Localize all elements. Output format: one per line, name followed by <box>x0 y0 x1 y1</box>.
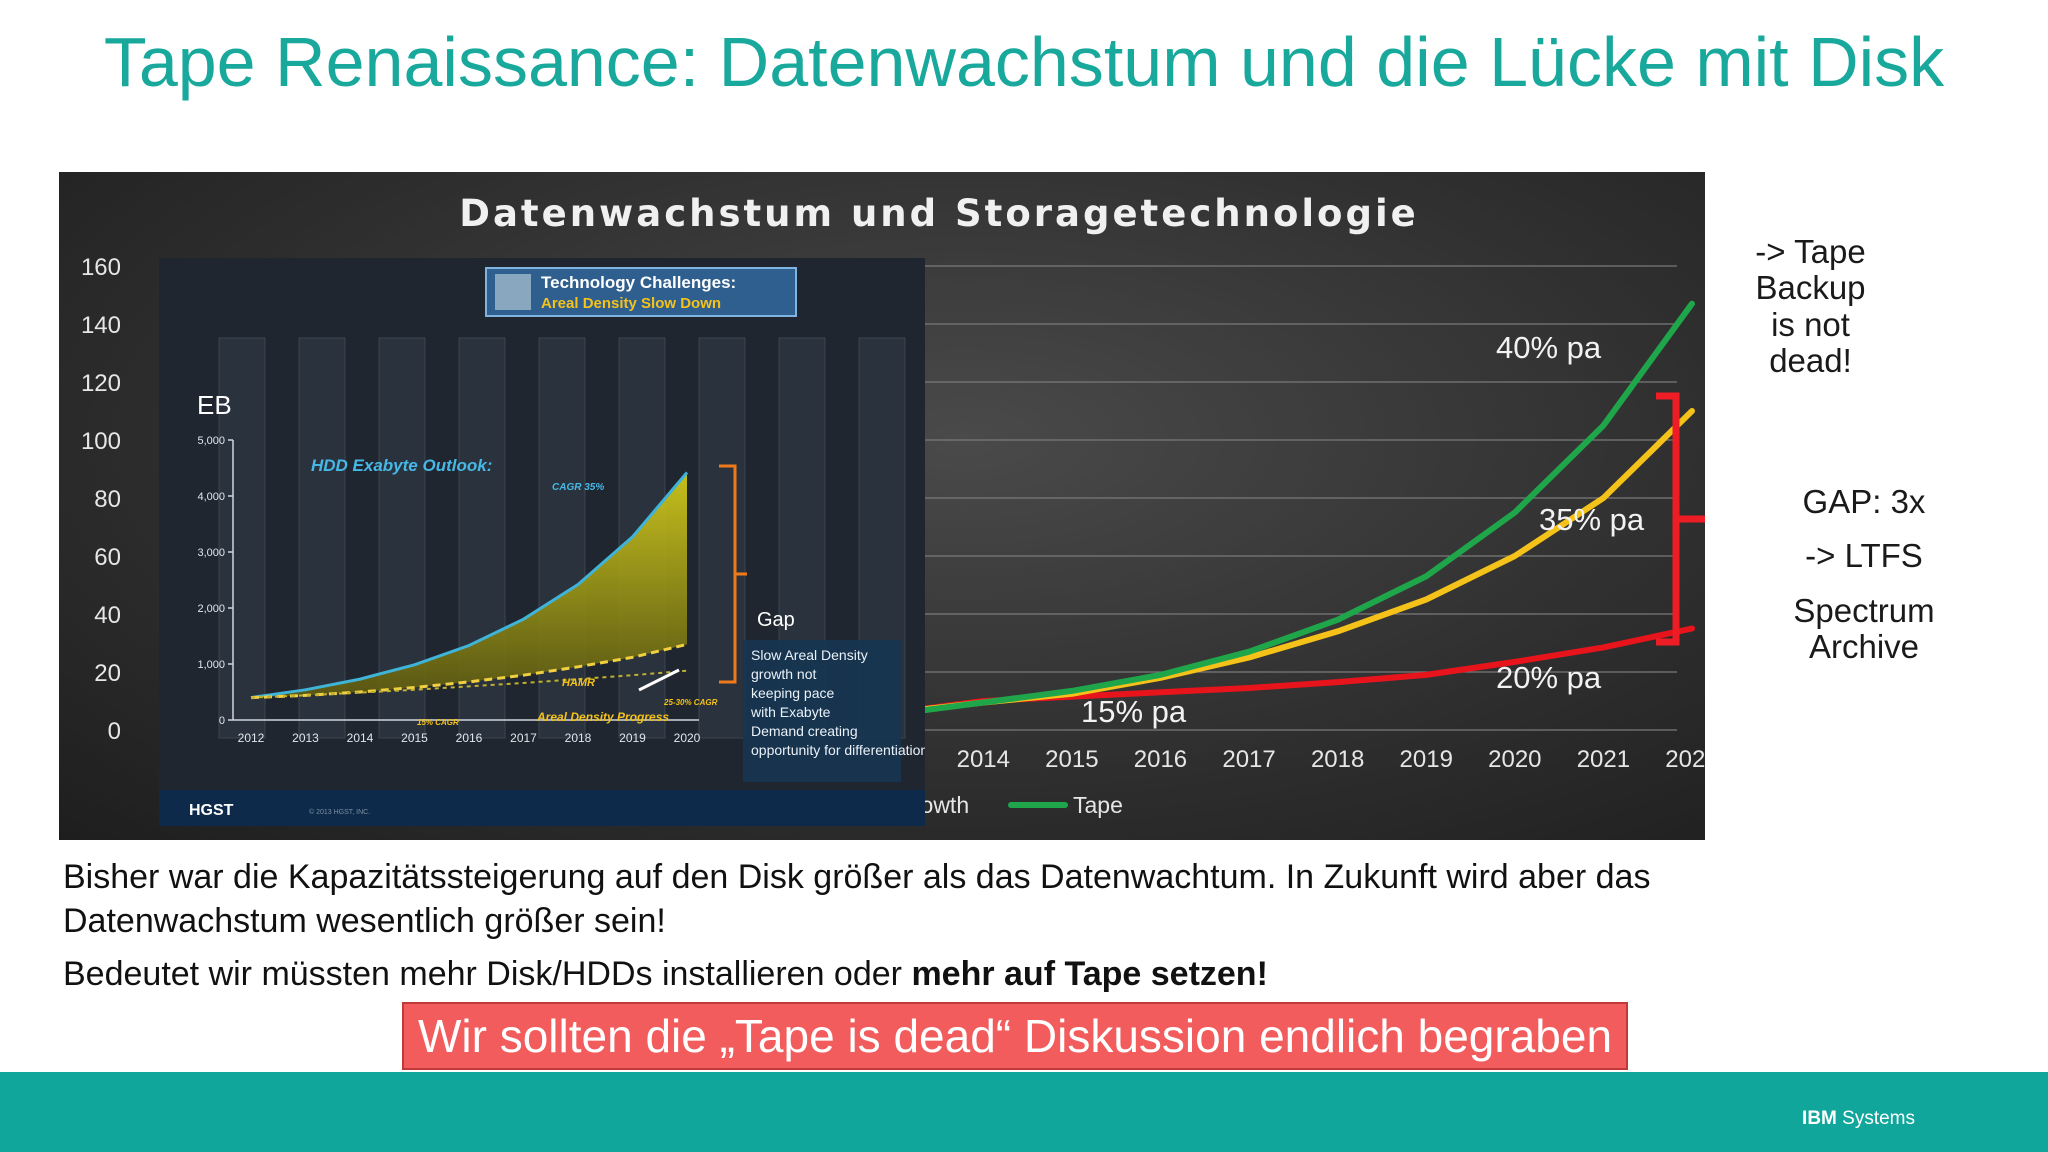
inset-y-tick-label: 4,000 <box>197 491 225 503</box>
inset-y-label: EB <box>197 390 232 420</box>
note-gap: GAP: 3x -> LTFS Spectrum Archive <box>1764 483 1964 683</box>
header-icon <box>495 274 531 310</box>
brand-bold: IBM <box>1802 1108 1837 1129</box>
x-tick-label: 2019 <box>1400 746 1453 773</box>
footer-bar: IBM Systems <box>0 1072 2048 1152</box>
rate-annotation: 40% pa <box>1496 330 1602 365</box>
inset-x-tick-label: 2012 <box>238 731 265 745</box>
footer-brand: IBM Systems <box>1802 1108 1915 1130</box>
y-tick-label: 120 <box>81 370 121 397</box>
inset-x-tick-label: 2020 <box>674 731 701 745</box>
header-line-2: Areal Density Slow Down <box>541 295 721 312</box>
inset-annotation: CAGR 35% <box>552 482 604 493</box>
chart-panel: Datenwachstum und Storagetechnologie 0 20… <box>59 172 1705 840</box>
inset-chart: Technology Challenges: Areal Density Slow… <box>159 258 925 826</box>
y-tick-label: 80 <box>94 486 121 513</box>
gap-note-line: with Exabyte <box>750 704 831 720</box>
inset-annotation: 15% CAGR <box>417 718 459 727</box>
rate-annotation: 15% pa <box>1081 694 1187 729</box>
gap-note-line: keeping pace <box>751 685 835 701</box>
inset-y-tick-label: 2,000 <box>197 603 225 615</box>
body-text-1: Bisher war die Kapazitätssteigerung auf … <box>63 858 1651 941</box>
x-tick-label: 2018 <box>1311 746 1364 773</box>
inset-x-tick-label: 2018 <box>565 731 592 745</box>
x-tick-label: 2014 <box>957 746 1010 773</box>
y-tick-label: 140 <box>81 312 121 339</box>
body-text-2-plain: Bedeutet wir müssten mehr Disk/HDDs inst… <box>63 955 912 993</box>
inset-x-tick-label: 2016 <box>456 731 483 745</box>
inset-x-tick-label: 2015 <box>401 731 428 745</box>
x-tick-label: 2022 <box>1665 746 1705 773</box>
y-tick-label: 20 <box>94 660 121 687</box>
y-tick-label: 60 <box>94 544 121 571</box>
hgst-logo: HGST <box>189 802 234 819</box>
inset-gap-brace <box>719 464 747 684</box>
inset-copyright: © 2013 HGST, INC. <box>309 808 370 816</box>
inset-y-tick-label: 5,000 <box>197 435 225 447</box>
inset-annotation: Areal Density Progress <box>536 710 669 724</box>
x-tick-label: 2016 <box>1134 746 1187 773</box>
legend-label: Tape <box>1073 792 1123 818</box>
inset-x-tick-label: 2014 <box>347 731 374 745</box>
inset-chart-title: HDD Exabyte Outlook: <box>311 456 492 475</box>
y-tick-label: 100 <box>81 428 121 455</box>
y-tick-label: 40 <box>94 602 121 629</box>
gap-note-box <box>743 640 901 782</box>
note-line: Backup <box>1755 269 1866 307</box>
inset-arrow <box>638 668 680 692</box>
note-line: GAP: 3x <box>1802 483 1926 520</box>
inset-annotation: 25-30% CAGR <box>663 698 718 707</box>
body-text-2: Bedeutet wir müssten mehr Disk/HDDs inst… <box>63 952 1268 996</box>
body-text-2-bold: mehr auf Tape setzen! <box>911 955 1268 993</box>
rate-annotation: 35% pa <box>1539 502 1645 537</box>
chart-title: Datenwachstum und Storagetechnologie <box>459 192 1419 235</box>
server-rack <box>298 337 346 739</box>
gap-note-line: Demand creating <box>751 723 858 739</box>
note-tape-not-dead: -> Tape Backup is not dead! <box>1728 233 1893 379</box>
note-line: -> Tape <box>1755 233 1866 270</box>
note-line: -> LTFS <box>1805 537 1923 575</box>
inset-footer-bar <box>159 790 925 826</box>
inset-annotation: HAMR <box>562 677 595 689</box>
slide-title: Tape Renaissance: Datenwachstum und die … <box>103 23 1945 101</box>
note-line: Spectrum Archive <box>1793 591 1935 665</box>
brand-rest: Systems <box>1836 1108 1915 1129</box>
inset-x-tick-label: 2019 <box>619 731 646 745</box>
gap-bracket <box>1656 392 1705 646</box>
inset-line-cagr-35 <box>250 471 689 700</box>
conclusion-banner: Wir sollten die „Tape is dead“ Diskussio… <box>402 1002 1628 1070</box>
y-tick-label: 160 <box>81 254 121 281</box>
inset-y-tick-label: 0 <box>219 715 225 727</box>
header-line-1: Technology Challenges: <box>541 273 736 292</box>
gap-note-text: Slow Areal Density growth not keeping pace… <box>750 647 925 758</box>
inset-line-15 <box>250 669 688 699</box>
gap-note-line: opportunity for differentiation <box>751 742 925 758</box>
gap-note-line: growth not <box>751 666 816 682</box>
inset-x-tick-label: 2013 <box>292 731 319 745</box>
rate-annotation: 20% pa <box>1496 660 1602 695</box>
inset-gap-area <box>251 472 687 698</box>
y-tick-label: 0 <box>108 718 121 745</box>
server-rack <box>698 337 746 739</box>
gap-bracket-shape <box>1656 392 1705 646</box>
inset-x-tick-label: 2017 <box>510 731 537 745</box>
x-tick-label: 2021 <box>1577 746 1630 773</box>
inset-y-tick-label: 1,000 <box>197 659 225 671</box>
header-box <box>485 267 797 317</box>
x-tick-label: 2020 <box>1488 746 1541 773</box>
note-line: is not <box>1771 305 1850 343</box>
x-tick-label: 2017 <box>1222 746 1275 773</box>
inset-y-tick-label: 3,000 <box>197 547 225 559</box>
note-line: dead! <box>1769 341 1852 379</box>
x-tick-label: 2015 <box>1045 746 1098 773</box>
server-rack <box>218 337 266 739</box>
inset-annotation: Gap <box>757 609 795 631</box>
gap-note-line: Slow Areal Density <box>751 647 868 663</box>
